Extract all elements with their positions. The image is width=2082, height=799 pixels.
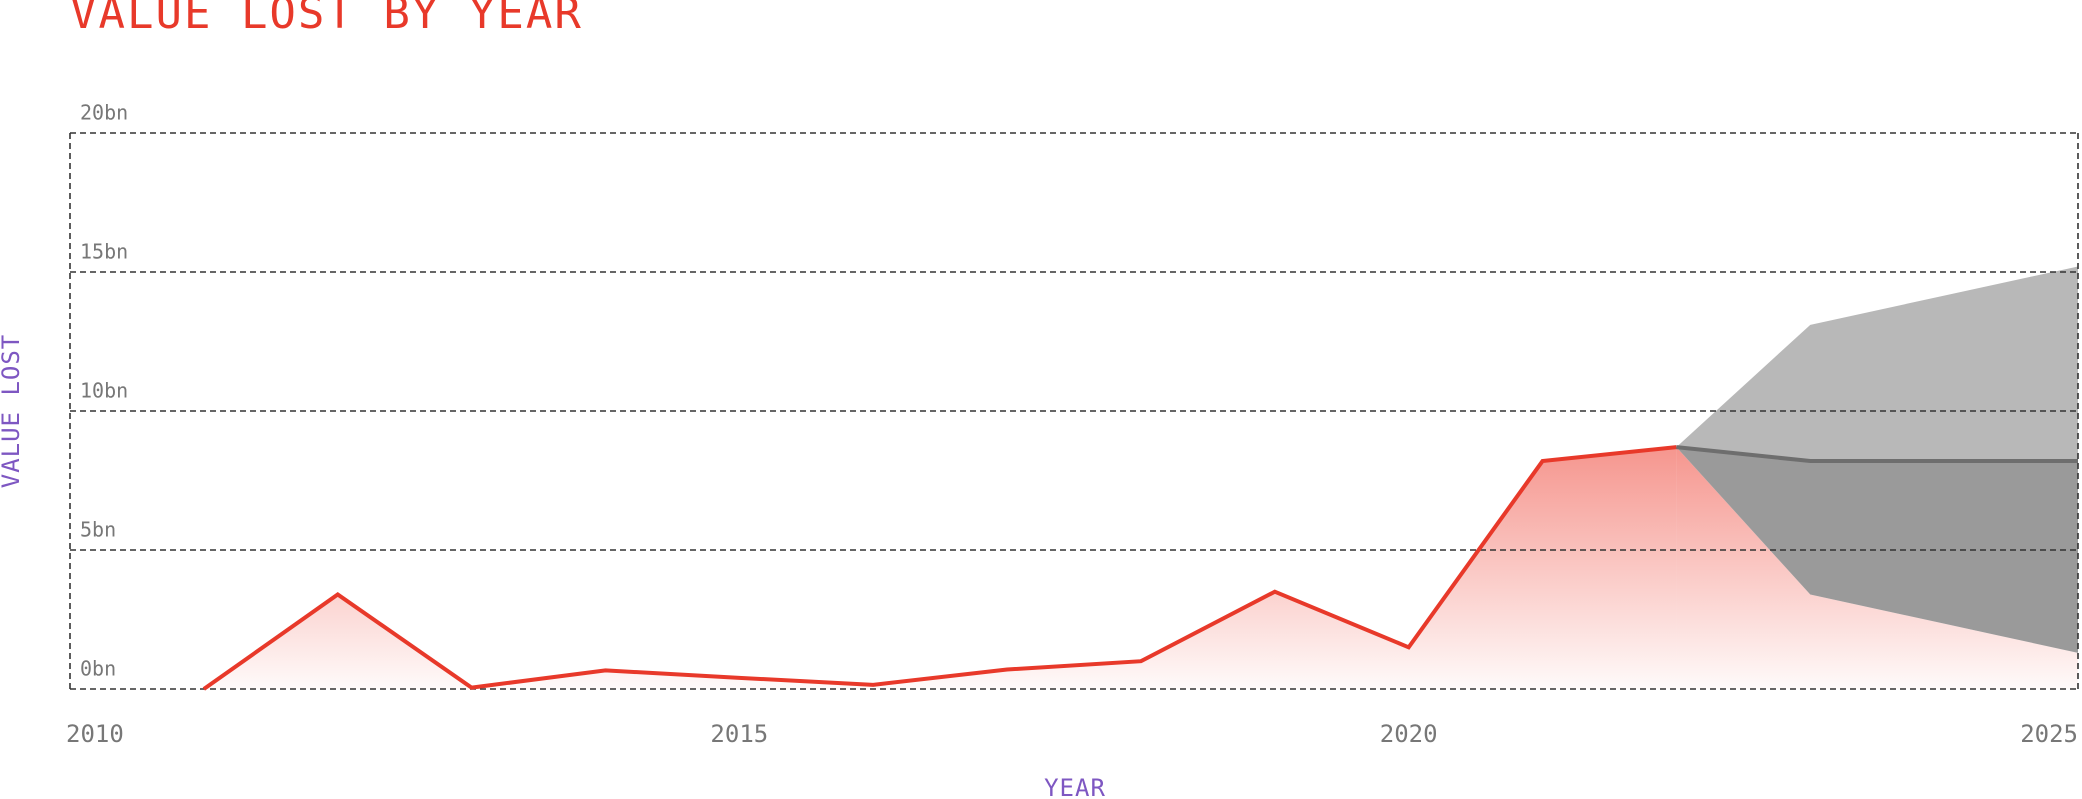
y-axis-label: VALUE LOST <box>0 334 25 489</box>
x-axis-label: YEAR <box>1044 774 1106 799</box>
lines <box>202 445 2078 691</box>
area-fill <box>1676 447 2078 689</box>
x-tick-label: 2020 <box>1380 720 1438 748</box>
y-tick-label: 10bn <box>80 379 128 403</box>
y-tick-label: 0bn <box>80 657 116 681</box>
areas <box>203 266 2078 689</box>
chart-title: VALUE LOST BY YEAR <box>70 0 583 39</box>
y-tick-label: 5bn <box>80 518 116 542</box>
series-line <box>1676 445 2078 464</box>
x-tick-label: 2010 <box>66 720 124 748</box>
grid: 0bn 5bn 10bn 15bn 20bn 2010 2015 2020 2025 <box>66 101 2079 748</box>
x-tick-label: 2025 <box>2020 720 2078 748</box>
area-fill <box>203 447 1677 689</box>
series-line <box>202 445 1677 691</box>
y-tick-label: 20bn <box>80 101 128 125</box>
x-tick-label: 2015 <box>710 720 768 748</box>
y-tick-label: 15bn <box>80 240 128 264</box>
band-shade <box>1676 447 2078 653</box>
